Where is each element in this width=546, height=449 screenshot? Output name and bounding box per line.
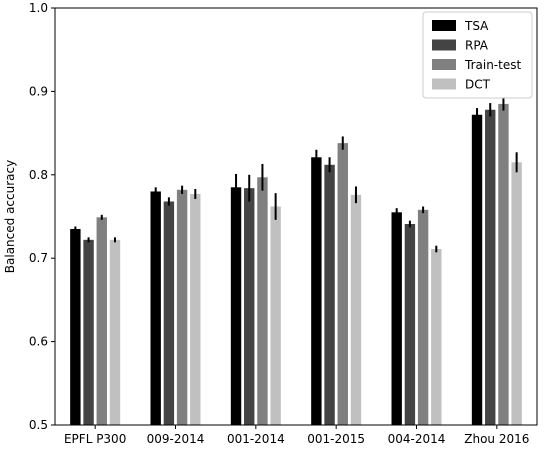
bar-rpa [324, 164, 335, 426]
bar-dct [190, 193, 201, 425]
bar-dct [350, 194, 362, 425]
x-tick-label: Zhou 2016 [464, 432, 529, 446]
x-tick-label: 004-2014 [388, 432, 446, 446]
bar-tsa [150, 191, 161, 425]
legend-swatch [432, 78, 456, 90]
legend-swatch [432, 39, 456, 51]
legend-swatch [432, 20, 456, 31]
bar-train-test [96, 217, 107, 425]
y-tick-label: 0.9 [29, 84, 48, 98]
legend-label: RPA [465, 39, 489, 53]
plot-frame [54, 7, 538, 426]
bar-tsa [391, 212, 402, 425]
y-tick-label: 0.6 [29, 335, 48, 349]
y-tick-label: 1.0 [29, 1, 48, 15]
bar-tsa [311, 157, 322, 425]
bar-tsa [471, 114, 483, 425]
bar-dct [431, 249, 442, 425]
bar-dct [109, 239, 121, 425]
y-tick-label: 0.5 [29, 418, 48, 432]
legend-label: Train-test [464, 58, 521, 72]
bar-dct [511, 162, 522, 426]
y-tick-label: 0.7 [29, 251, 48, 265]
x-axis: EPFL P300 009-2014 001-2014 001-2015 004-201… [64, 425, 529, 446]
bar-train-test [498, 103, 509, 425]
legend-swatch [432, 59, 456, 70]
y-axis: 0.5 0.6 0.7 0.8 0.9 1.0 [29, 1, 55, 432]
bar-train-test [176, 189, 188, 425]
bar-rpa [485, 109, 496, 426]
y-tick-label: 0.8 [29, 168, 48, 182]
bar-tsa [70, 229, 81, 425]
bar-rpa [404, 224, 416, 425]
bar-rpa [83, 239, 94, 425]
bar-train-test [337, 143, 348, 425]
bar-rpa [163, 201, 175, 425]
x-tick-label: 001-2015 [307, 432, 365, 446]
bars-group [70, 97, 522, 426]
legend-label: DCT [465, 78, 491, 92]
bar-train-test [257, 177, 268, 425]
y-axis-label: Balanced accuracy [3, 160, 17, 273]
legend: TSA RPA Train-test DCT [422, 11, 533, 99]
bar-rpa [244, 188, 255, 425]
bar-tsa [230, 187, 242, 425]
x-tick-label: EPFL P300 [64, 432, 126, 446]
x-tick-label: 001-2014 [227, 432, 285, 446]
bar-train-test [417, 209, 429, 425]
bar-dct [270, 206, 281, 425]
legend-label: TSA [464, 19, 489, 33]
legend-box [422, 11, 533, 99]
x-tick-label: 009-2014 [147, 432, 205, 446]
